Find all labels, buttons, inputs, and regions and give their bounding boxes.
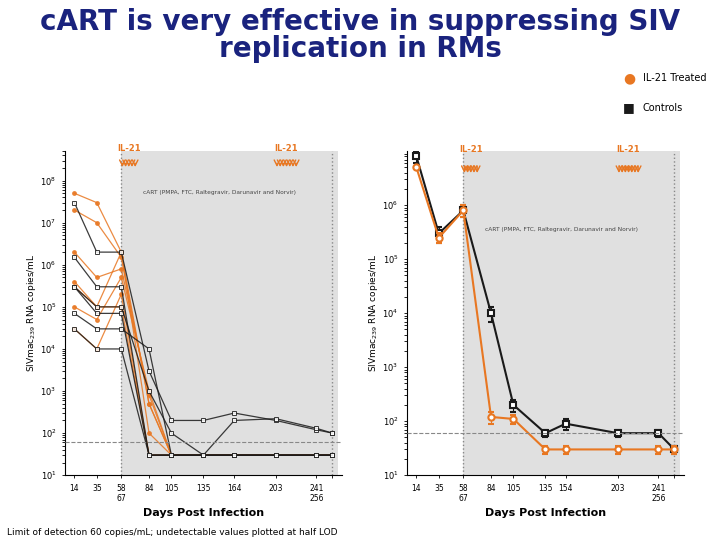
Text: Controls: Controls bbox=[643, 103, 683, 113]
Text: IL-21: IL-21 bbox=[275, 144, 298, 153]
Text: cART (PMPA, FTC, Raltegravir, Darunavir and Norvir): cART (PMPA, FTC, Raltegravir, Darunavir … bbox=[485, 227, 638, 232]
Text: IL-21 Treated: IL-21 Treated bbox=[643, 73, 706, 83]
Text: cART (PMPA, FTC, Raltegravir, Darunavir and Norvir): cART (PMPA, FTC, Raltegravir, Darunavir … bbox=[143, 190, 296, 195]
Y-axis label: SIVmac$_{239}$ RNA copies/mL: SIVmac$_{239}$ RNA copies/mL bbox=[366, 254, 379, 373]
Text: replication in RMs: replication in RMs bbox=[219, 35, 501, 63]
Text: ●: ● bbox=[623, 71, 635, 85]
Bar bbox=[121, 151, 338, 475]
Y-axis label: SIVmac$_{239}$ RNA copies/mL: SIVmac$_{239}$ RNA copies/mL bbox=[24, 254, 37, 373]
Text: IL-21: IL-21 bbox=[459, 145, 482, 154]
X-axis label: Days Post Infection: Days Post Infection bbox=[143, 509, 264, 518]
Text: IL-21: IL-21 bbox=[117, 144, 140, 153]
Text: Limit of detection 60 copies/mL; undetectable values plotted at half LOD: Limit of detection 60 copies/mL; undetec… bbox=[7, 528, 338, 537]
Bar bbox=[463, 151, 680, 475]
Text: ■: ■ bbox=[623, 102, 634, 114]
Text: IL-21: IL-21 bbox=[617, 145, 640, 154]
Text: cART is very effective in suppressing SIV: cART is very effective in suppressing SI… bbox=[40, 8, 680, 36]
X-axis label: Days Post Infection: Days Post Infection bbox=[485, 509, 606, 518]
